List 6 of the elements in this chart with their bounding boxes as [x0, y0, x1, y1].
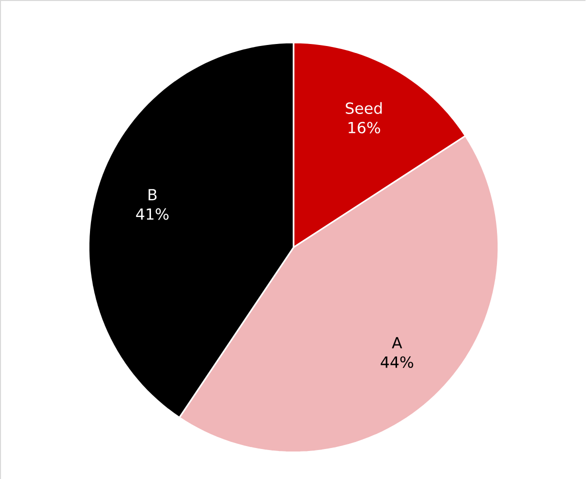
data-label: 16% [348, 122, 380, 134]
data-label: 41% [136, 208, 169, 220]
slice-label: Seed [346, 102, 382, 114]
slice-label: A [392, 336, 402, 348]
slice-label: B [148, 188, 157, 200]
data-label: 44% [380, 356, 414, 368]
